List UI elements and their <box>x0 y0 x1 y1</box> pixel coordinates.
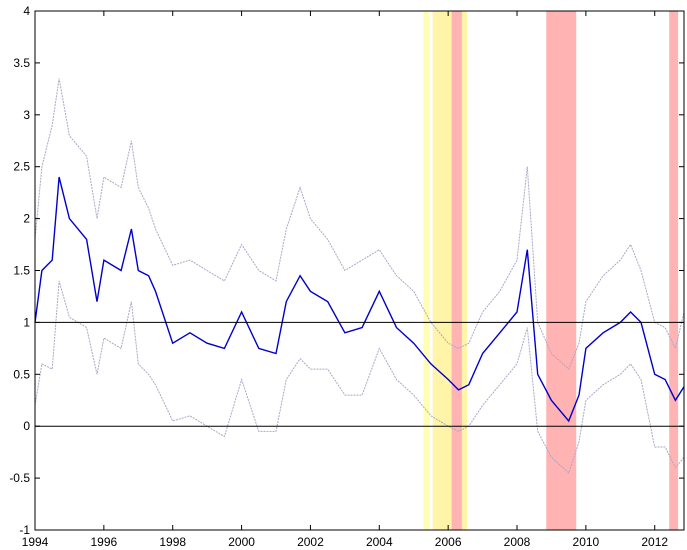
x-tick-label-6: 2006 <box>435 535 462 549</box>
x-tick-label-3: 2000 <box>228 535 255 549</box>
y-tick-label-3: 0.5 <box>13 367 30 381</box>
x-tick-label-9: 2012 <box>641 535 668 549</box>
y-tick-label-5: 1.5 <box>13 264 30 278</box>
y-tick-label-0: -1 <box>19 523 30 537</box>
y-tick-label-7: 2.5 <box>13 160 30 174</box>
y-tick-label-9: 3.5 <box>13 56 30 70</box>
axis-ticks <box>34 10 684 531</box>
y-tick-label-4: 1 <box>23 315 30 329</box>
plot-frame <box>34 10 685 531</box>
series-line-upper <box>34 78 685 370</box>
y-tick-label-8: 3 <box>23 108 30 122</box>
shaded-region-1 <box>432 11 452 530</box>
reference-lines <box>35 321 684 427</box>
shaded-regions <box>423 11 679 530</box>
x-tick-label-2: 1998 <box>159 535 186 549</box>
y-tick-label-6: 2 <box>23 212 30 226</box>
x-tick-label-4: 2002 <box>297 535 324 549</box>
shaded-region-3 <box>461 11 468 530</box>
series-line-lower <box>34 280 685 474</box>
y-tick-label-2: 0 <box>23 419 30 433</box>
shaded-region-4 <box>546 11 577 530</box>
x-tick-label-5: 2004 <box>366 535 393 549</box>
y-tick-label-10: 4 <box>23 4 30 18</box>
series-line-central <box>34 176 685 423</box>
x-tick-label-0: 1994 <box>22 535 49 549</box>
x-tick-label-1: 1996 <box>91 535 118 549</box>
shaded-region-0 <box>423 11 430 530</box>
tick-labels: 1994 1996 1998 2000 2002 2004 2006 2008 2010 2012… <box>9 4 668 549</box>
x-tick-label-8: 2010 <box>573 535 600 549</box>
series-group <box>34 78 685 474</box>
y-tick-label-1: -0.5 <box>9 471 30 485</box>
shaded-region-5 <box>669 11 679 530</box>
shaded-region-2 <box>451 11 462 530</box>
x-tick-label-7: 2008 <box>504 535 531 549</box>
